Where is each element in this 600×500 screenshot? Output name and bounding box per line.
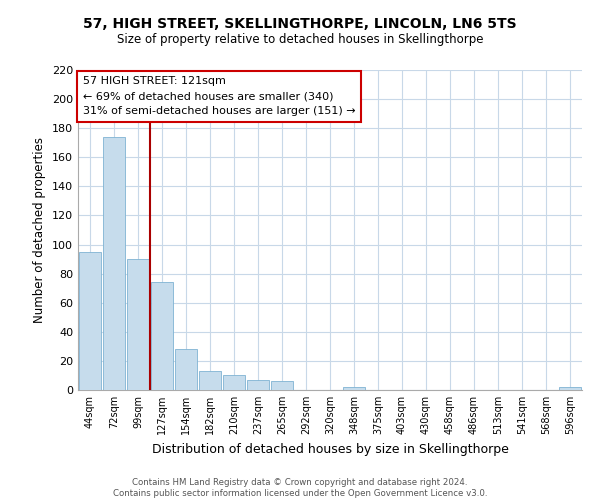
Text: Contains HM Land Registry data © Crown copyright and database right 2024.
Contai: Contains HM Land Registry data © Crown c…	[113, 478, 487, 498]
Text: 57 HIGH STREET: 121sqm
← 69% of detached houses are smaller (340)
31% of semi-de: 57 HIGH STREET: 121sqm ← 69% of detached…	[83, 76, 356, 116]
Bar	[223, 376, 245, 390]
Y-axis label: Number of detached properties: Number of detached properties	[34, 137, 46, 323]
Bar	[175, 350, 197, 390]
Bar	[103, 137, 125, 390]
Bar	[151, 282, 173, 390]
Text: Size of property relative to detached houses in Skellingthorpe: Size of property relative to detached ho…	[117, 32, 483, 46]
Bar	[343, 387, 365, 390]
Bar	[199, 371, 221, 390]
Bar	[271, 382, 293, 390]
Bar	[79, 252, 101, 390]
Bar	[127, 259, 149, 390]
X-axis label: Distribution of detached houses by size in Skellingthorpe: Distribution of detached houses by size …	[152, 442, 508, 456]
Text: 57, HIGH STREET, SKELLINGTHORPE, LINCOLN, LN6 5TS: 57, HIGH STREET, SKELLINGTHORPE, LINCOLN…	[83, 18, 517, 32]
Bar	[247, 380, 269, 390]
Bar	[559, 387, 581, 390]
